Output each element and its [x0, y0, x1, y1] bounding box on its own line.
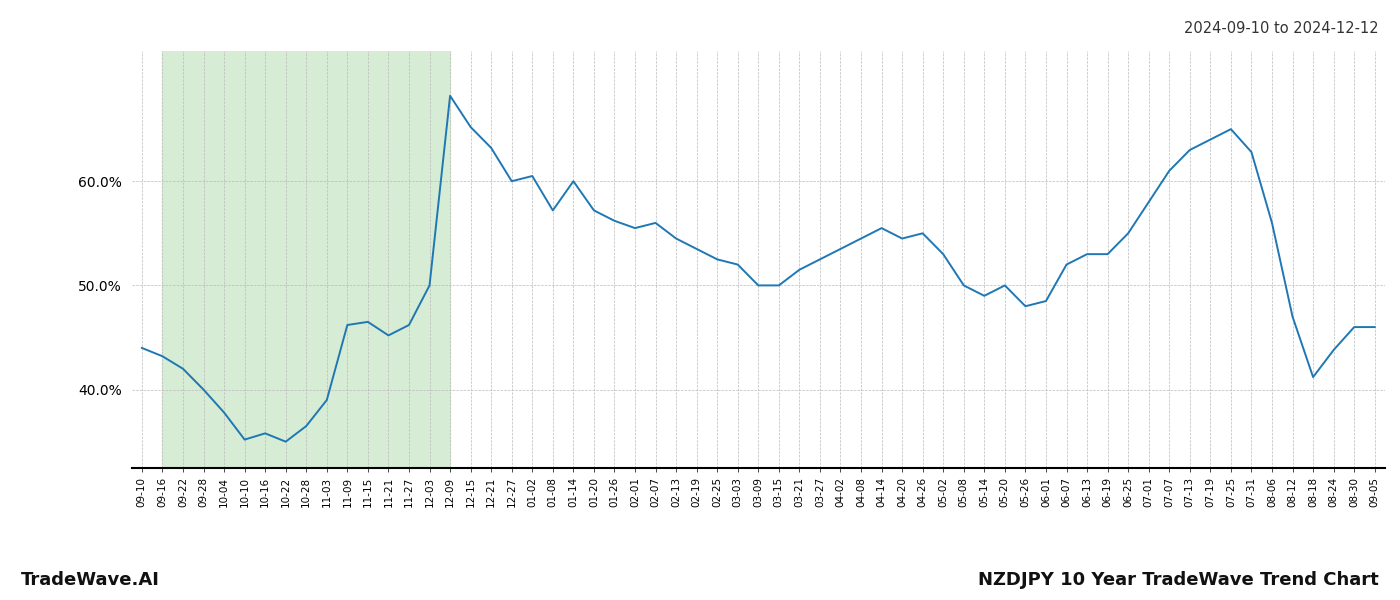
Text: NZDJPY 10 Year TradeWave Trend Chart: NZDJPY 10 Year TradeWave Trend Chart [979, 571, 1379, 589]
Bar [162, 51, 449, 468]
Text: TradeWave.AI: TradeWave.AI [21, 571, 160, 589]
Text: 2024-09-10 to 2024-12-12: 2024-09-10 to 2024-12-12 [1184, 21, 1379, 36]
